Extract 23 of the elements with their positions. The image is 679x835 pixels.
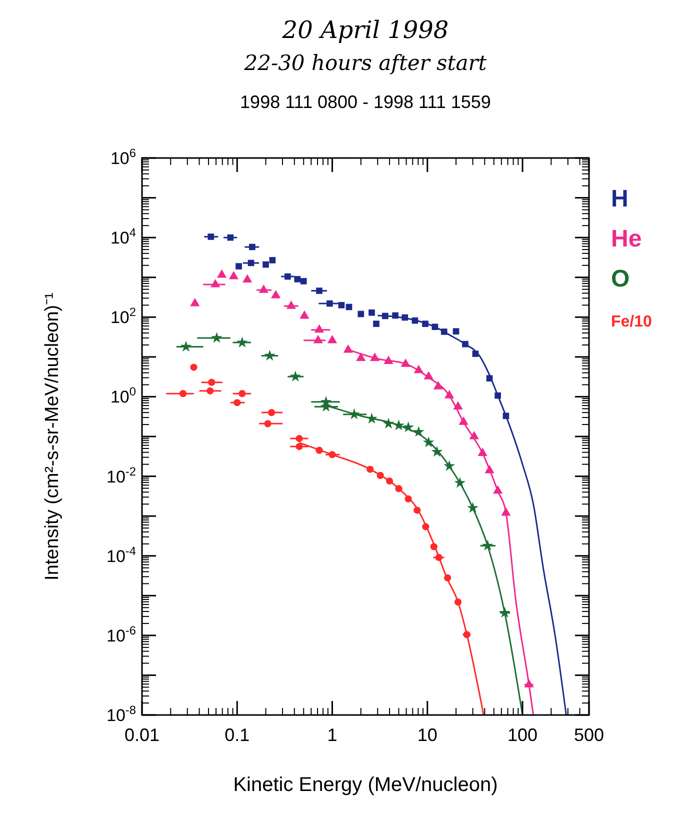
text: 1998 111 0800 - 1998 111 1559 [240, 92, 491, 112]
y-tick-label: 10$^{4}$ [110, 226, 136, 248]
y-tick-label: 10$^{-6}$ [106, 623, 136, 646]
x-tick-label: 1 [327, 725, 338, 745]
x-axis-title: Kinetic Energy (MeV/nucleon) [233, 774, 498, 796]
x-tick-label: 0.01 [124, 725, 160, 745]
text: He [611, 226, 642, 252]
y-tick-label: 10$^{6}$ [110, 146, 136, 168]
x-tick-label: 10 [417, 725, 438, 745]
y-tick-label: 10$^{2}$ [110, 305, 136, 328]
text: Fe/10 [611, 314, 652, 330]
x-tick-label: 0.1 [224, 725, 250, 745]
chart-title: 20 April 1998 [281, 16, 449, 44]
x-tick-label: 100 [507, 725, 538, 745]
y-tick-label: 10$^{0}$ [110, 384, 136, 407]
y-tick-label: 10$^{-8}$ [106, 703, 136, 725]
chart-subtitle: 22-30 hours after start [243, 51, 488, 75]
text: O [611, 266, 630, 292]
y-tick-label: 10$^{-4}$ [106, 544, 136, 566]
x-tick-label: 500 [574, 725, 604, 745]
text: H [611, 186, 628, 212]
y-axis-title: Intensity (cm²-s-sr-MeV/nucleon)⁻¹ [42, 292, 63, 580]
y-tick-label: 10$^{-2}$ [106, 464, 136, 486]
